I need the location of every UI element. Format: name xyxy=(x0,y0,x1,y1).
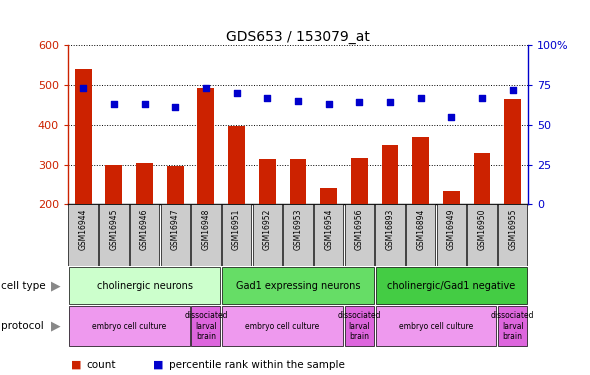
Bar xyxy=(160,204,190,266)
Bar xyxy=(192,306,220,346)
Point xyxy=(416,94,425,100)
Bar xyxy=(345,204,374,266)
Text: GSM16956: GSM16956 xyxy=(355,209,364,250)
Point xyxy=(508,87,517,93)
Bar xyxy=(375,204,405,266)
Bar xyxy=(406,204,435,266)
Point xyxy=(232,90,241,96)
Point xyxy=(109,101,119,107)
Text: GSM16945: GSM16945 xyxy=(109,209,119,250)
Point xyxy=(293,98,303,104)
Bar xyxy=(198,88,214,284)
Bar xyxy=(443,191,460,284)
Text: Gad1 expressing neurons: Gad1 expressing neurons xyxy=(235,281,360,291)
Text: embryo cell culture: embryo cell culture xyxy=(245,322,320,331)
Bar xyxy=(314,204,343,266)
Text: cholinergic/Gad1 negative: cholinergic/Gad1 negative xyxy=(387,281,516,291)
Bar xyxy=(412,138,429,284)
Text: GSM16949: GSM16949 xyxy=(447,209,456,250)
Bar xyxy=(69,267,220,305)
Point xyxy=(171,104,180,110)
Bar xyxy=(290,159,306,284)
Bar xyxy=(474,153,490,284)
Bar xyxy=(345,306,373,346)
Text: GSM16947: GSM16947 xyxy=(171,209,180,250)
Bar xyxy=(498,204,527,266)
Point xyxy=(201,85,211,91)
Point xyxy=(355,99,364,105)
Text: dissociated
larval
brain: dissociated larval brain xyxy=(491,311,535,341)
Point xyxy=(263,94,272,100)
Text: cholinergic neurons: cholinergic neurons xyxy=(97,281,192,291)
Point xyxy=(447,114,456,120)
Point xyxy=(477,94,487,100)
Bar xyxy=(222,204,251,266)
Bar xyxy=(467,204,497,266)
Bar xyxy=(69,306,189,346)
Text: GSM16950: GSM16950 xyxy=(477,209,487,250)
Text: embryo cell culture: embryo cell culture xyxy=(92,322,166,331)
Bar xyxy=(222,267,373,305)
Bar xyxy=(351,158,368,284)
Text: dissociated
larval
brain: dissociated larval brain xyxy=(337,311,381,341)
Point xyxy=(385,99,395,105)
Text: embryo cell culture: embryo cell culture xyxy=(399,322,473,331)
Text: GSM16951: GSM16951 xyxy=(232,209,241,250)
Point xyxy=(140,101,149,107)
Bar xyxy=(320,189,337,284)
Bar xyxy=(504,99,521,284)
Text: protocol: protocol xyxy=(1,321,44,331)
Bar xyxy=(191,204,221,266)
Point xyxy=(78,85,88,91)
Text: ■: ■ xyxy=(71,360,81,369)
Text: count: count xyxy=(87,360,116,369)
Text: ■: ■ xyxy=(153,360,164,369)
Text: GSM16948: GSM16948 xyxy=(201,209,211,250)
Bar xyxy=(499,306,527,346)
Bar xyxy=(222,306,343,346)
Text: GSM16952: GSM16952 xyxy=(263,209,272,250)
Bar xyxy=(437,204,466,266)
Point xyxy=(324,101,333,107)
Title: GDS653 / 153079_at: GDS653 / 153079_at xyxy=(226,30,370,44)
Bar xyxy=(253,204,282,266)
Bar xyxy=(106,165,122,284)
Text: GSM16955: GSM16955 xyxy=(508,209,517,250)
Text: GSM16946: GSM16946 xyxy=(140,209,149,250)
Bar xyxy=(167,166,183,284)
Text: dissociated
larval
brain: dissociated larval brain xyxy=(184,311,228,341)
Text: ▶: ▶ xyxy=(51,279,60,292)
Text: cell type: cell type xyxy=(1,281,46,291)
Bar xyxy=(68,204,98,266)
Bar xyxy=(228,126,245,284)
Text: ▶: ▶ xyxy=(51,320,60,333)
Bar xyxy=(376,267,527,305)
Text: GSM16944: GSM16944 xyxy=(78,209,88,250)
Bar xyxy=(382,145,398,284)
Text: GSM16893: GSM16893 xyxy=(385,209,395,250)
Text: GSM16894: GSM16894 xyxy=(416,209,425,250)
Bar xyxy=(376,306,496,346)
Text: GSM16953: GSM16953 xyxy=(293,209,303,250)
Text: GSM16954: GSM16954 xyxy=(324,209,333,250)
Bar xyxy=(283,204,313,266)
Bar xyxy=(259,159,276,284)
Bar xyxy=(75,69,91,284)
Bar xyxy=(130,204,159,266)
Bar xyxy=(136,162,153,284)
Text: percentile rank within the sample: percentile rank within the sample xyxy=(169,360,345,369)
Bar xyxy=(99,204,129,266)
